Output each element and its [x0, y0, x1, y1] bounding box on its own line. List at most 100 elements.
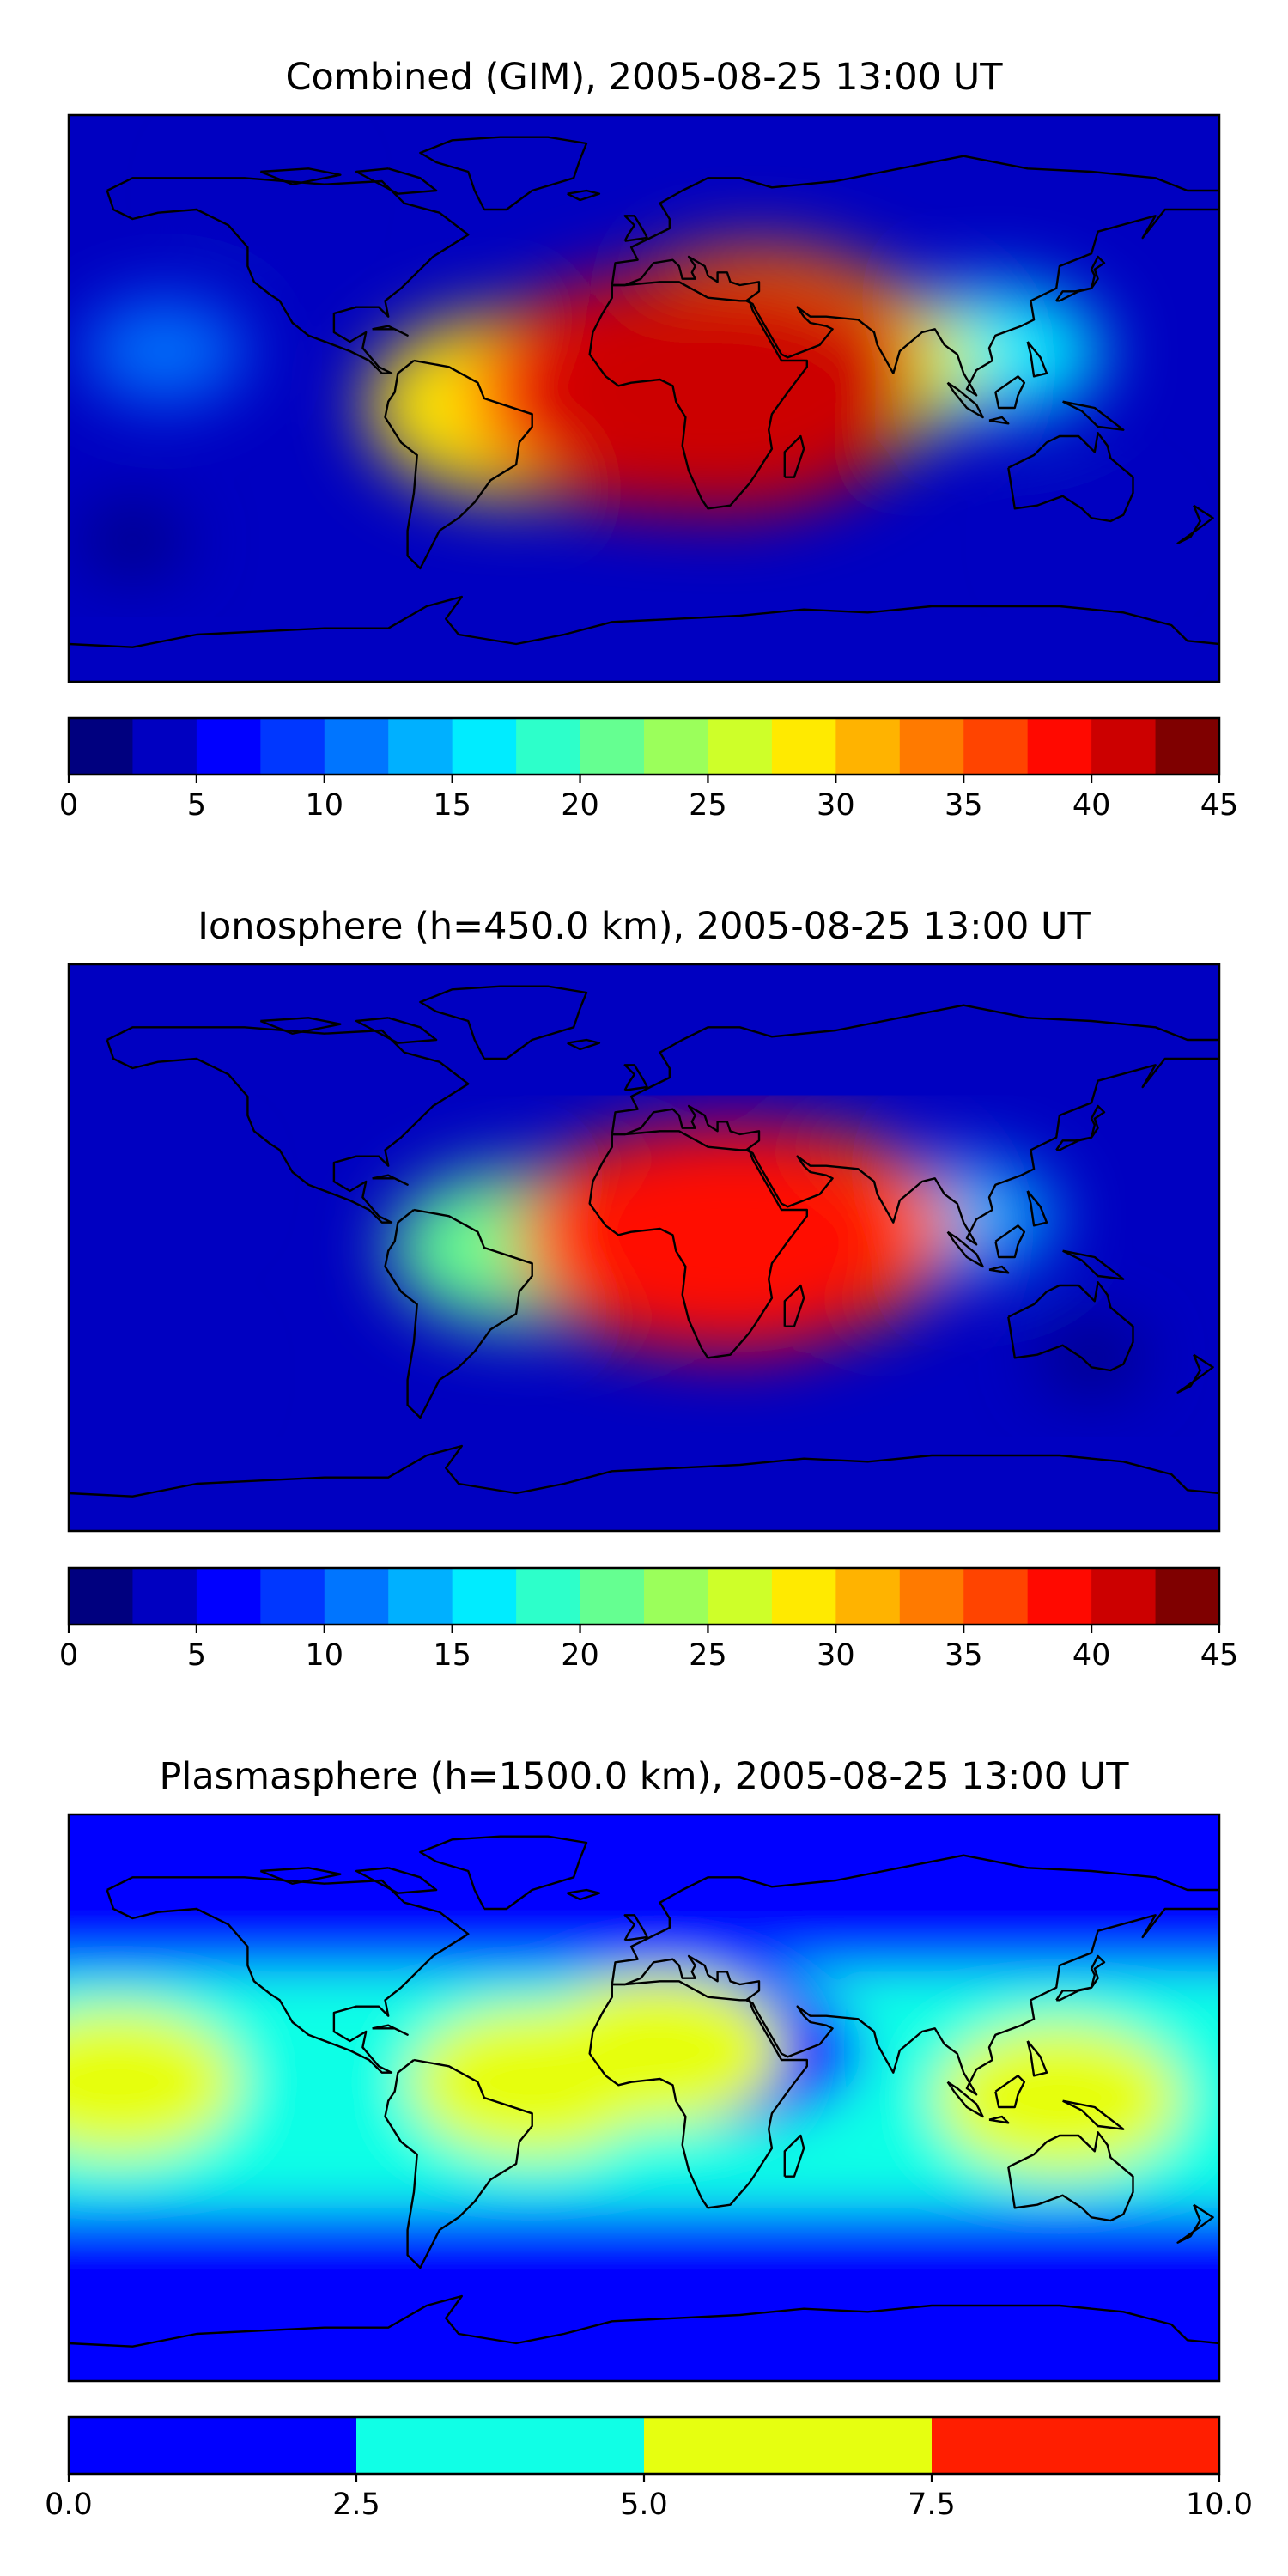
panel-3-coastline-17	[372, 2024, 409, 2036]
panel-1-colorbar-tick-label-7: 35	[945, 788, 983, 823]
panel-2-colorbar-segment-13	[899, 1568, 964, 1625]
panel-2-colorbar-tick-label-5: 25	[689, 1638, 727, 1673]
panel-2-colorbar-segment-8	[580, 1568, 645, 1625]
panel-1-coastline-13	[1062, 400, 1125, 431]
panel-2-coastline-5	[419, 985, 588, 1060]
panel-3-colorbar-segment-3	[932, 2417, 1220, 2474]
panel-1-colorbar-segment-12	[835, 718, 901, 775]
panel-2-feature-7	[547, 1123, 920, 1353]
panel-1-coastline-0	[106, 177, 470, 374]
panel-2-coastline-7	[623, 1064, 648, 1091]
panel-2-colorbar-segment-3	[260, 1568, 325, 1625]
panel-2-colorbar-tick-label-3: 15	[433, 1638, 471, 1673]
panel-1-frame	[67, 113, 1221, 683]
panel-3-coastline-0	[106, 1876, 470, 2074]
panel-2-coastline-1	[384, 1208, 533, 1419]
panel-3-coastline-10	[946, 2081, 984, 2118]
panel-3-colorbar: 0.0 2.5 5.0 7.5 10.0	[45, 2415, 1253, 2522]
panel-2-colorbar-segment-4	[324, 1568, 389, 1625]
panel-2-map	[67, 963, 1221, 1533]
panel-3-feature-3	[537, 1975, 783, 2126]
panel-1-colorbar-segment-11	[771, 718, 836, 775]
panel-2-colorbar-segment-5	[388, 1568, 453, 1625]
panel-2-coastline-17	[372, 1174, 409, 1186]
panel-3-map	[67, 1813, 1221, 2383]
panel-1-coastline-3	[611, 155, 1219, 397]
panel-1-coastline-14	[1176, 504, 1214, 544]
panel-2-colorbar-tick-label-7: 35	[945, 1638, 983, 1673]
panel-1-title: Combined (GIM), 2005-08-25 13:00 UT	[285, 56, 1003, 99]
panel-1-coastline-10	[946, 381, 984, 419]
panel-1-colorbar-segment-13	[899, 718, 964, 775]
panel-3-frame	[67, 1813, 1221, 2383]
panel-1-colorbar-tick-label-8: 40	[1072, 788, 1111, 823]
panel-1-colorbar: 0 5 10 15 20 25 30 35 40 45	[59, 716, 1239, 823]
panel-2-field	[69, 964, 1219, 1531]
panel-2-coastline-16	[259, 1017, 342, 1035]
panel-2-coastline-18	[1026, 1190, 1048, 1227]
panel-1-coastline-19	[567, 189, 601, 202]
panel-2-coastline-6	[69, 1444, 1219, 1498]
panel-1-coastline-17	[372, 325, 409, 337]
panel-3-coastline-9	[783, 2134, 805, 2178]
panel-1-colorbar-segment-15	[1027, 718, 1092, 775]
panel-3-coastline-19	[567, 1888, 601, 1901]
panel-3-coastline-11	[988, 2115, 1010, 2124]
panel-1-coastline-1	[384, 359, 533, 570]
panel-1-colorbar-segment-6	[452, 718, 517, 775]
panel-1-colorbar-tick-label-0: 0	[59, 788, 78, 823]
panel-1-coastline-8	[1055, 255, 1106, 302]
panel-3-feature-1	[69, 2006, 240, 2158]
panel-1-colorbar-segment-16	[1091, 718, 1157, 775]
panel-3-coastline-8	[1055, 1954, 1106, 2002]
panel-3-coastline-1	[384, 2058, 533, 2269]
panel-3-colorbar-tick-label-2: 5.0	[620, 2488, 668, 2522]
panel-1-colorbar-segment-5	[388, 718, 453, 775]
panel-1-colorbar-segment-7	[516, 718, 581, 775]
panel-1-colorbar-segment-17	[1155, 718, 1220, 775]
panel-3-colorbar-segment-1	[356, 2417, 645, 2474]
panel-3-band-2	[69, 1814, 1219, 1972]
panel-1-coastline-11	[988, 416, 1010, 425]
panel-3-coastline-4	[1007, 2131, 1134, 2222]
panel-3-colorbar-segment-0	[69, 2417, 357, 2474]
panel-1-colorbar-tick-label-2: 10	[306, 788, 344, 823]
panel-2-colorbar-segment-7	[516, 1568, 581, 1625]
panel-2-coastline-9	[783, 1284, 805, 1327]
panel-3-coastline-6	[69, 2294, 1219, 2348]
panel-3-coastline-18	[1026, 2040, 1048, 2077]
panel-1-coastline-2	[588, 281, 808, 510]
panel-2-coastline-10	[946, 1230, 984, 1268]
panel-2-coastline-0	[106, 1026, 470, 1224]
panel-2-feature-0	[1039, 1326, 1144, 1390]
panel-3-colorbar-tick-label-1: 2.5	[332, 2488, 380, 2522]
panel-3-title: Plasmasphere (h=1500.0 km), 2005-08-25 1…	[159, 1755, 1129, 1798]
panel-1-feature-9	[526, 270, 921, 513]
panel-3-coastline-16	[259, 1867, 342, 1885]
panel-2-colorbar: 0 5 10 15 20 25 30 35 40 45	[59, 1566, 1238, 1673]
panel-1-colorbar-segment-9	[644, 718, 709, 775]
panel-2-coastline-3	[611, 1004, 1219, 1246]
panel-1-feature-2	[201, 157, 320, 231]
panel-2-feature-1	[108, 1339, 221, 1408]
panel-1-coastline-16	[259, 167, 342, 185]
panel-1-colorbar-tick-label-4: 20	[561, 788, 599, 823]
panel-3-colorbar-tick-label-3: 7.5	[908, 2488, 956, 2522]
panel-1-colorbar-frame	[67, 716, 1221, 776]
panel-1-colorbar-tick-label-9: 45	[1200, 788, 1239, 823]
panel-2-colorbar-segment-9	[644, 1568, 709, 1625]
panel-2-colorbar-tick-label-8: 40	[1072, 1638, 1111, 1673]
panel-2-colorbar-segment-1	[132, 1568, 197, 1625]
panel-3-coastline-14	[1176, 2203, 1214, 2244]
panel-3-coastline-7	[623, 1914, 648, 1941]
panel-3-colorbar-tick-label-0: 0.0	[45, 2488, 93, 2522]
panel-3-coastline-12	[994, 2075, 1026, 2109]
panel-3-coastline-2	[588, 1980, 808, 2209]
panel-1-colorbar-segment-0	[69, 718, 134, 775]
panel-2-colorbar-segment-0	[69, 1568, 134, 1625]
panel-1-feature-3	[82, 301, 246, 402]
panel-1-colorbar-segment-10	[708, 718, 773, 775]
panel-2-feature-2	[105, 1148, 224, 1222]
panel-3-feature-4	[936, 2022, 1182, 2173]
